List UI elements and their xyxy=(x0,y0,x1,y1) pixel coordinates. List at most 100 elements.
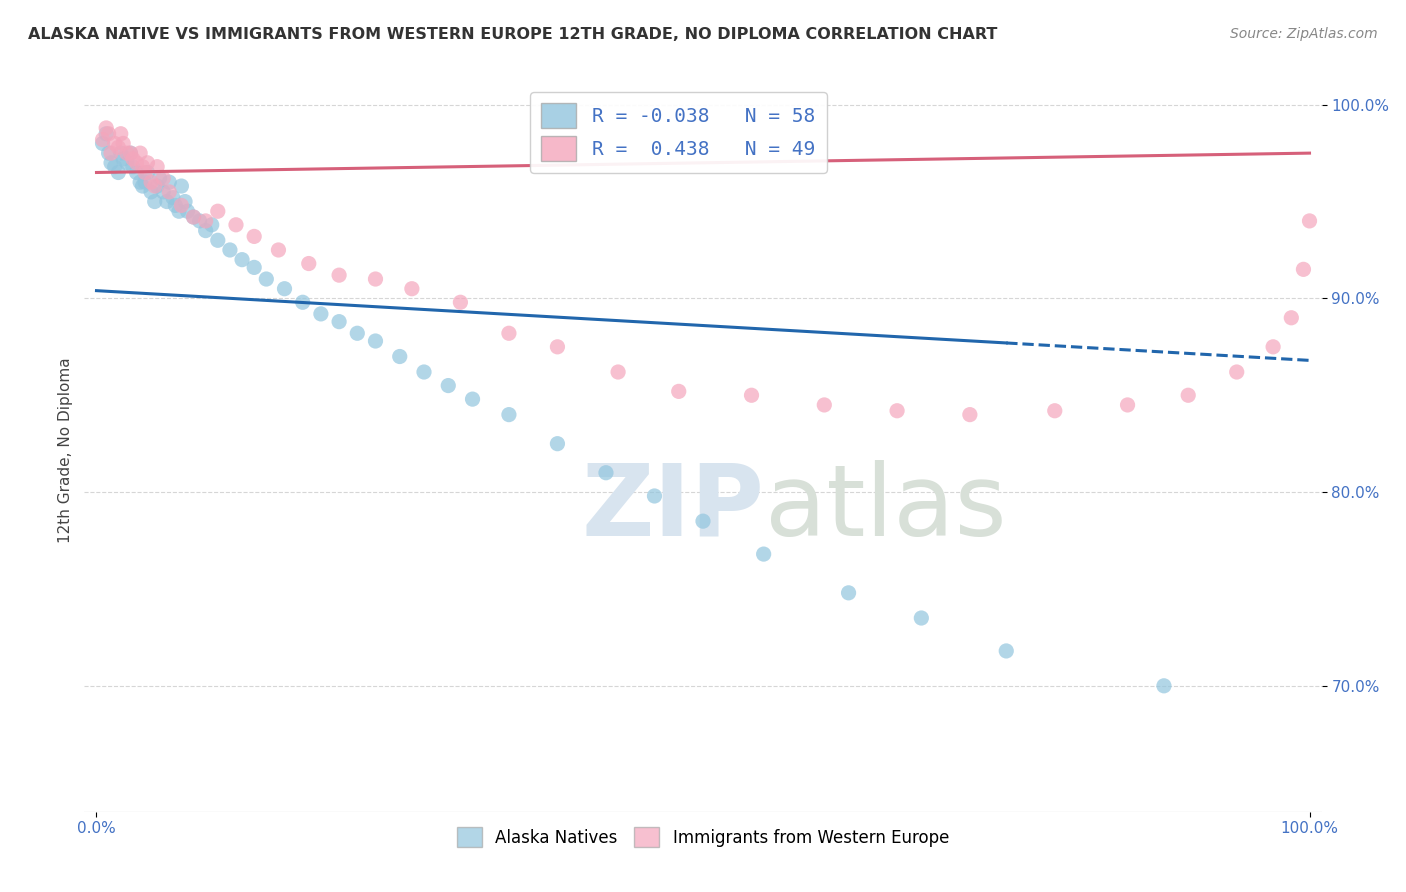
Point xyxy=(364,272,387,286)
Point xyxy=(129,175,152,189)
Point xyxy=(309,307,332,321)
Point xyxy=(328,268,350,282)
Point xyxy=(298,256,321,270)
Point xyxy=(174,194,197,209)
Point xyxy=(643,489,665,503)
Point xyxy=(1298,214,1320,228)
Point xyxy=(120,146,142,161)
Point xyxy=(741,388,763,402)
Point xyxy=(1153,679,1175,693)
Point xyxy=(461,392,484,406)
Point xyxy=(219,243,242,257)
Point xyxy=(595,466,617,480)
Point xyxy=(243,260,266,275)
Text: ALASKA NATIVE VS IMMIGRANTS FROM WESTERN EUROPE 12TH GRADE, NO DIPLOMA CORRELATI: ALASKA NATIVE VS IMMIGRANTS FROM WESTERN… xyxy=(28,27,997,42)
Point xyxy=(156,194,179,209)
Point xyxy=(995,644,1018,658)
Point xyxy=(498,408,520,422)
Point xyxy=(413,365,436,379)
Point xyxy=(146,179,169,194)
Point xyxy=(170,198,193,212)
Point xyxy=(183,210,205,224)
Point xyxy=(231,252,253,267)
Point xyxy=(546,340,568,354)
Point xyxy=(388,350,411,364)
Point xyxy=(167,204,190,219)
Point xyxy=(170,179,193,194)
Point xyxy=(136,156,159,170)
Point xyxy=(692,514,714,528)
Point xyxy=(328,315,350,329)
Point xyxy=(225,218,247,232)
Point xyxy=(165,198,187,212)
Point xyxy=(207,233,229,247)
Point xyxy=(152,185,174,199)
Point xyxy=(122,152,145,166)
Point xyxy=(143,194,166,209)
Point xyxy=(838,586,860,600)
Point xyxy=(176,204,198,219)
Point xyxy=(449,295,471,310)
Point xyxy=(183,210,205,224)
Point xyxy=(201,218,224,232)
Point xyxy=(1226,365,1249,379)
Point xyxy=(100,146,122,161)
Point xyxy=(129,146,152,161)
Point xyxy=(125,165,148,179)
Point xyxy=(120,146,142,161)
Point xyxy=(207,204,229,219)
Point xyxy=(1177,388,1199,402)
Point xyxy=(157,175,180,189)
Text: ZIP: ZIP xyxy=(582,459,765,557)
Point xyxy=(752,547,775,561)
Point xyxy=(546,436,568,450)
Point xyxy=(267,243,290,257)
Point xyxy=(959,408,981,422)
Point xyxy=(97,146,120,161)
Point xyxy=(291,295,314,310)
Point xyxy=(157,185,180,199)
Point xyxy=(139,175,162,189)
Point xyxy=(91,132,114,146)
Point xyxy=(139,185,162,199)
Point xyxy=(146,160,169,174)
Point xyxy=(1261,340,1284,354)
Legend: Alaska Natives, Immigrants from Western Europe: Alaska Natives, Immigrants from Western … xyxy=(450,821,956,854)
Point xyxy=(134,175,156,189)
Point xyxy=(115,156,138,170)
Point xyxy=(110,146,132,161)
Point xyxy=(1116,398,1139,412)
Point xyxy=(162,191,184,205)
Point xyxy=(134,165,156,179)
Point xyxy=(498,326,520,341)
Point xyxy=(131,160,153,174)
Point xyxy=(194,224,217,238)
Point xyxy=(188,214,211,228)
Point xyxy=(1279,310,1302,325)
Point xyxy=(131,179,153,194)
Point xyxy=(110,127,132,141)
Text: Source: ZipAtlas.com: Source: ZipAtlas.com xyxy=(1230,27,1378,41)
Point xyxy=(886,403,908,417)
Point xyxy=(125,156,148,170)
Point xyxy=(813,398,835,412)
Point xyxy=(91,136,114,151)
Point xyxy=(96,120,118,135)
Point xyxy=(437,378,460,392)
Point xyxy=(112,152,135,166)
Point xyxy=(364,334,387,348)
Point xyxy=(97,127,120,141)
Point xyxy=(243,229,266,244)
Point xyxy=(254,272,277,286)
Point xyxy=(107,140,129,154)
Point xyxy=(346,326,368,341)
Point xyxy=(1043,403,1066,417)
Point xyxy=(143,179,166,194)
Point xyxy=(607,365,630,379)
Point xyxy=(401,282,423,296)
Y-axis label: 12th Grade, No Diploma: 12th Grade, No Diploma xyxy=(58,358,73,543)
Point xyxy=(115,146,138,161)
Point xyxy=(668,384,690,399)
Point xyxy=(112,136,135,151)
Point xyxy=(273,282,295,296)
